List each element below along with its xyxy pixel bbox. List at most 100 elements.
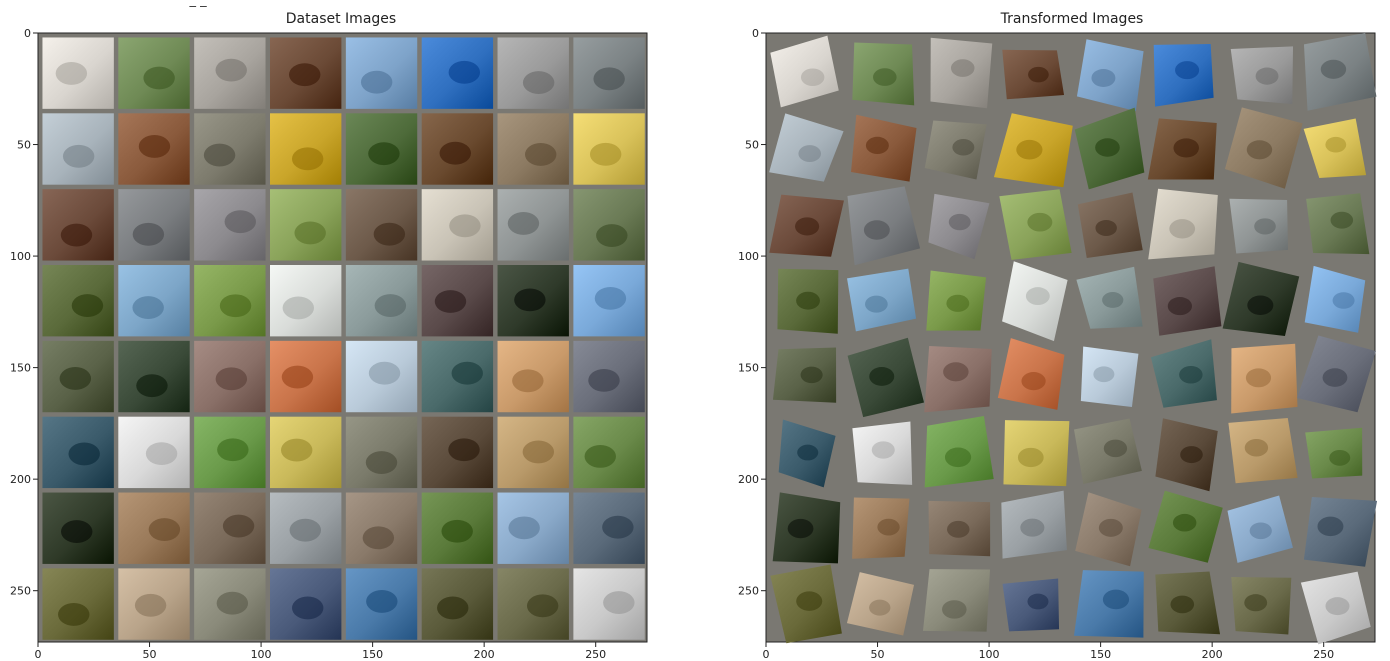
- image-tile: [194, 265, 266, 337]
- image-tile: [194, 568, 266, 640]
- image-tile: [770, 564, 842, 644]
- image-tile: [1153, 266, 1222, 336]
- image-tile-subject: [952, 139, 975, 156]
- image-tile: [573, 113, 645, 185]
- x-tick-label: 250: [1313, 648, 1334, 661]
- image-tile-subject: [1095, 219, 1117, 237]
- image-tile: [1231, 576, 1292, 635]
- y-tick-label: 100: [10, 250, 31, 263]
- image-tile: [573, 416, 645, 489]
- image-tile: [42, 113, 114, 185]
- y-tick-label: 250: [10, 585, 31, 598]
- image-tile-subject: [68, 442, 100, 466]
- image-tile: [421, 37, 494, 109]
- image-tile-subject: [594, 286, 627, 310]
- y-tick-label: 50: [17, 139, 31, 152]
- image-tile-subject: [869, 599, 891, 616]
- image-tile: [421, 568, 494, 640]
- image-tile-subject: [203, 143, 236, 167]
- image-tile: [930, 37, 993, 109]
- image-tile: [118, 340, 190, 413]
- image-tile: [924, 415, 994, 488]
- x-tick-label: 50: [871, 648, 885, 661]
- image-tile-subject: [291, 147, 324, 171]
- image-tile: [497, 37, 569, 109]
- image-tile-subject: [512, 369, 544, 393]
- x-tick-label: 50: [143, 648, 157, 661]
- transformed-images-ticks: 0 50 100 150 200 250 0 50 100 150 200 250: [738, 27, 1334, 661]
- clip-band: [0, 0, 1390, 5]
- image-tile: [1073, 418, 1142, 485]
- image-tile: [1001, 490, 1067, 559]
- image-tile: [1306, 193, 1370, 255]
- image-tile-subject: [1244, 438, 1269, 457]
- image-tile: [924, 120, 987, 180]
- image-tile: [1074, 107, 1145, 190]
- image-tile: [194, 37, 266, 109]
- image-tile: [847, 268, 917, 332]
- image-tile-subject: [525, 143, 557, 166]
- image-tile-subject: [1020, 518, 1045, 537]
- image-tile-subject: [294, 221, 326, 245]
- image-tile: [852, 497, 910, 559]
- image-tile-subject: [1325, 597, 1350, 616]
- image-tile: [118, 416, 190, 489]
- y-tick-label: 100: [738, 250, 759, 263]
- image-tile-subject: [1249, 522, 1272, 540]
- image-tile: [1303, 32, 1377, 111]
- image-tile-subject: [1170, 595, 1195, 614]
- image-tile: [270, 492, 342, 564]
- image-tile: [42, 416, 114, 489]
- image-tile: [1297, 335, 1376, 413]
- image-tile-subject: [281, 365, 314, 389]
- image-tile: [118, 492, 190, 564]
- dataset-images-title: Dataset Images: [286, 11, 396, 27]
- image-tile-subject: [434, 290, 467, 313]
- image-tile: [1077, 192, 1143, 259]
- image-tile-subject: [950, 59, 975, 77]
- image-tile: [1150, 339, 1217, 408]
- image-tile: [497, 416, 569, 489]
- image-tile: [497, 340, 569, 413]
- image-tile-subject: [143, 66, 175, 90]
- image-tile-subject: [522, 440, 555, 464]
- image-tile: [497, 189, 569, 261]
- image-tile: [194, 340, 266, 413]
- image-tile-subject: [280, 438, 313, 462]
- image-tile-subject: [1332, 292, 1355, 309]
- image-tile: [270, 340, 342, 413]
- image-tile-subject: [865, 136, 889, 155]
- image-tile: [270, 189, 342, 261]
- image-tile: [1229, 198, 1288, 254]
- image-tile-subject: [873, 68, 897, 86]
- image-tile-subject: [1028, 66, 1049, 83]
- image-tile-subject: [449, 214, 481, 238]
- image-tile: [777, 268, 839, 334]
- image-tile: [42, 189, 114, 261]
- image-tile: [928, 500, 991, 557]
- image-tile-subject: [215, 367, 248, 391]
- image-tile-subject: [1179, 365, 1203, 384]
- image-tile: [1080, 346, 1139, 408]
- image-tile-subject: [589, 142, 622, 166]
- image-tile: [118, 37, 190, 109]
- image-tile-subject: [134, 593, 167, 617]
- image-tile-subject: [71, 294, 104, 318]
- image-tile-subject: [593, 67, 625, 91]
- image-tile: [997, 338, 1065, 410]
- image-tile: [421, 340, 494, 413]
- image-tile: [42, 37, 114, 109]
- image-tile-subject: [60, 223, 93, 247]
- image-tile-subject: [61, 520, 93, 544]
- dataset-images-grid: [42, 37, 645, 640]
- image-tile: [345, 265, 418, 337]
- y-tick-label: 50: [745, 139, 759, 152]
- image-tile-subject: [368, 142, 400, 166]
- image-tile: [1002, 261, 1068, 342]
- image-tile-subject: [508, 516, 540, 540]
- image-tile: [1222, 261, 1300, 337]
- image-tile-subject: [441, 519, 473, 543]
- image-tile-subject: [871, 441, 895, 459]
- image-tile-subject: [1320, 59, 1347, 79]
- image-tile: [852, 42, 915, 106]
